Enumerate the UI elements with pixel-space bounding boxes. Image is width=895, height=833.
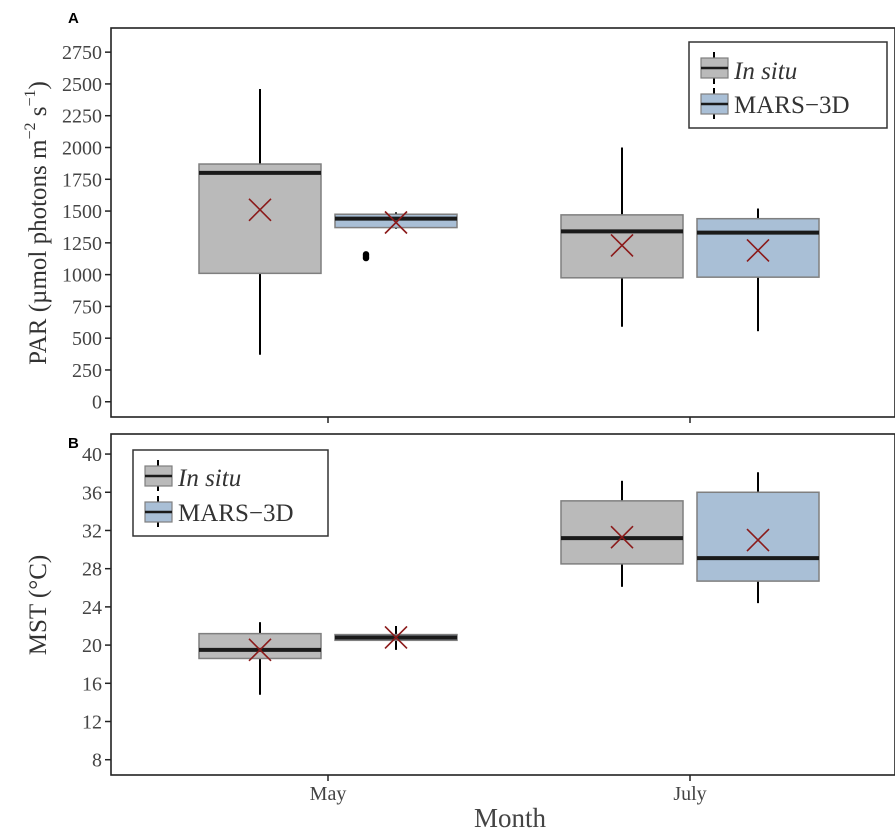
- panel-a-y-tick-label: 2250: [62, 106, 102, 128]
- panel-b-y-tick-label: 24: [82, 597, 102, 619]
- panel-b-tag: B: [68, 435, 79, 452]
- mean-marker: [248, 638, 272, 662]
- panel-b-y-tick-label: 16: [82, 673, 102, 695]
- panel-a-y-tick-label: 2500: [62, 74, 102, 96]
- legend-a-label-in-situ: In situ: [733, 58, 797, 85]
- panel-b-y-tick-label: 36: [82, 482, 102, 504]
- panel-b-legend: In situ MARS−3D: [132, 449, 329, 537]
- panel-a-boxes: [198, 89, 820, 355]
- panel-b-y-axis: 8 12 16 20 24 28 32 36 40: [82, 444, 111, 772]
- panel-a-y-axis-label: PAR (µmol photons m−2 s−1): [22, 81, 52, 365]
- x-axis: May July Month: [310, 417, 707, 833]
- panel-a-y-tick-label: 750: [72, 296, 102, 318]
- panel-b-y-tick-label: 8: [92, 750, 102, 772]
- mean-marker: [384, 210, 408, 235]
- panel-a: A 0 250 500 750 1000 1250 1500 1750 2000 2250 2500…: [22, 10, 895, 418]
- mean-marker: [746, 528, 770, 552]
- panel-b-boxes: [198, 472, 820, 695]
- mean-marker: [610, 525, 634, 549]
- panel-b-y-tick-label: 28: [82, 559, 102, 581]
- panel-b-plot-frame: [110, 433, 895, 776]
- iqr-box: [696, 491, 820, 582]
- panel-a-y-tick-label: 500: [72, 328, 102, 350]
- x-tick-label-may: May: [310, 783, 347, 805]
- mean-marker: [746, 238, 770, 263]
- panel-b-y-tick-label: 20: [82, 635, 102, 657]
- panel-a-tag: A: [68, 10, 79, 27]
- mean-marker: [248, 198, 272, 222]
- iqr-box: [696, 217, 820, 278]
- panel-b-y-tick-label: 40: [82, 444, 102, 466]
- legend-a-label-mars3d: MARS−3D: [734, 92, 850, 119]
- outlier-point: [362, 251, 370, 258]
- panel-a-y-tick-label: 2750: [62, 42, 102, 64]
- panel-b-mars3d-july-box: [696, 472, 820, 604]
- legend-a-key-mars3d: [700, 88, 729, 119]
- iqr-box: [560, 500, 684, 565]
- x-tick-label-july: July: [673, 783, 706, 805]
- iqr-box: [198, 163, 322, 275]
- legend-b-label-mars3d: MARS−3D: [178, 500, 294, 527]
- panel-b-mars3d-may-box: [334, 625, 458, 650]
- mean-marker: [610, 233, 634, 257]
- x-axis-label: Month: [474, 803, 547, 833]
- iqr-box: [334, 213, 458, 229]
- panel-a-y-tick-label: 1250: [62, 233, 102, 255]
- legend-b-label-in-situ: In situ: [177, 465, 241, 492]
- panel-b-y-axis-label: MST (°C): [25, 555, 52, 656]
- panel-a-y-tick-label: 2000: [62, 137, 102, 159]
- panel-b-in-situ-may-box: [198, 622, 322, 695]
- panel-a-y-tick-label: 1000: [62, 265, 102, 287]
- panel-a-y-tick-label: 1750: [62, 169, 102, 191]
- iqr-box: [198, 632, 322, 660]
- panel-b-in-situ-july-box: [560, 480, 684, 587]
- panel-b-y-tick-label: 12: [82, 712, 102, 734]
- panel-a-y-tick-label: 0: [92, 392, 102, 414]
- panel-a-in-situ-may-box: [198, 89, 322, 355]
- panel-a-y-tick-label: 1500: [62, 201, 102, 223]
- panel-b: B 8 12 16 20 24 28 32 36 40 MST (°C) In situ MAR…: [25, 433, 895, 776]
- panel-a-y-axis: 0 250 500 750 1000 1250 1500 1750 2000 2250 2500 27…: [62, 42, 111, 414]
- panel-a-mars3d-may-box: [334, 210, 458, 262]
- panel-a-y-tick-label: 250: [72, 360, 102, 382]
- panel-a-legend: In situ MARS−3D: [688, 41, 888, 129]
- panel-a-in-situ-july-box: [560, 147, 684, 327]
- legend-b-key-in-situ: [144, 460, 173, 491]
- panel-a-plot-frame: [110, 27, 895, 418]
- panel-b-y-tick-label: 32: [82, 520, 102, 542]
- legend-a-key-in-situ: [700, 52, 729, 84]
- legend-b-key-mars3d: [144, 496, 173, 527]
- panel-a-mars3d-july-box: [696, 208, 820, 332]
- mean-marker: [384, 625, 408, 650]
